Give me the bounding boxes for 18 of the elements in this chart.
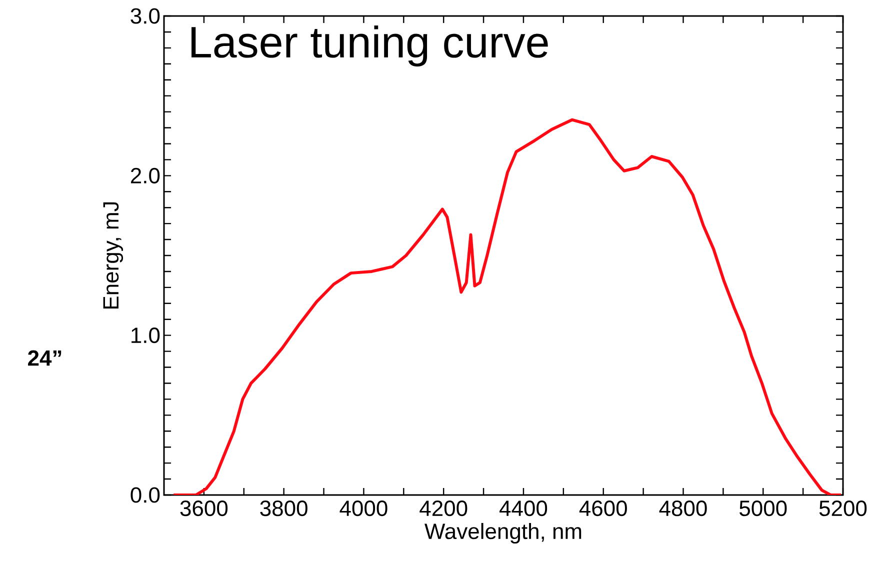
x-tick-label: 3600 <box>180 500 228 516</box>
y-tick-label: 2.0 <box>131 168 160 184</box>
x-tick-label: 4000 <box>340 500 388 516</box>
x-tick-label: 5200 <box>819 500 867 516</box>
text: 24” <box>28 350 62 366</box>
y-tick-label: 1.0 <box>132 328 160 344</box>
chart-title: Laser tuning curve <box>192 26 548 67</box>
line-series <box>172 118 843 495</box>
x-tick-label: 4600 <box>579 500 627 516</box>
x-tick-label: 5000 <box>740 500 787 516</box>
x-tick-label: 4200 <box>420 500 468 516</box>
x-tick-label: 3800 <box>260 500 308 516</box>
y-tick-label: 3.0 <box>130 8 160 24</box>
y-tick-label: 0.0 <box>130 487 160 503</box>
x-tick-label: 4400 <box>500 500 548 516</box>
x-axis-title: Wavelength, nm <box>424 522 582 544</box>
y-axis-title: Energy, mJ <box>103 202 124 309</box>
x-tick-label: 4800 <box>659 500 707 516</box>
